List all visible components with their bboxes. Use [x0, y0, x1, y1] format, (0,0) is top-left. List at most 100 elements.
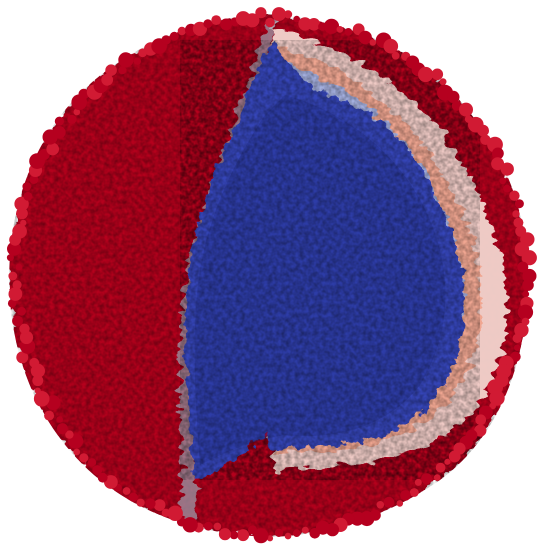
rim-blob [500, 162, 514, 176]
rim-blob [16, 351, 29, 364]
rim-blob [44, 410, 55, 421]
rim-blob [161, 35, 171, 45]
rim-blob [213, 522, 222, 531]
rim-blob [307, 18, 321, 31]
rim-blob [499, 177, 507, 185]
rim-blob [7, 241, 21, 256]
rim-blob [448, 450, 461, 463]
rim-blob [133, 57, 141, 65]
rim-blob [20, 219, 27, 227]
rim-blob [237, 529, 250, 542]
rim-blob [503, 184, 511, 193]
rim-blob [14, 196, 29, 212]
rim-blob [192, 21, 207, 36]
rim-blob [46, 142, 59, 156]
rim-blob [477, 124, 489, 137]
rim-blob [293, 15, 301, 23]
rim-blob [87, 458, 97, 467]
rim-blob [8, 287, 23, 301]
rim-blob [266, 535, 274, 542]
rim-blob [414, 478, 422, 486]
rim-blob [350, 511, 365, 526]
rim-blob [145, 498, 156, 509]
rim-blob [358, 30, 372, 45]
inner-core [180, 40, 480, 480]
rim-blob [444, 458, 451, 465]
rim-blob [512, 333, 522, 343]
rim-blob [284, 532, 292, 540]
rim-blob [203, 19, 213, 28]
rim-blob [153, 499, 166, 511]
rim-blob [265, 17, 275, 28]
rim-blob [514, 344, 521, 351]
rim-blob [521, 250, 537, 266]
rim-blob [459, 102, 473, 117]
rim-blob [67, 114, 77, 124]
rim-blob [34, 387, 41, 394]
core-grain [180, 40, 480, 480]
rim-blob [203, 521, 213, 531]
rim-blob [19, 323, 30, 334]
rim-blob [56, 423, 68, 435]
rim-blob [248, 525, 257, 535]
rim-blob [17, 306, 26, 316]
rim-blob [439, 78, 447, 86]
rim-blob [45, 395, 61, 410]
rim-blob [56, 416, 63, 423]
rim-blob [78, 88, 90, 100]
rim-blob [161, 508, 170, 517]
rim-blob [15, 263, 23, 271]
rim-blob [6, 254, 14, 262]
rim-blob [253, 528, 269, 544]
rim-blob [369, 39, 377, 46]
rim-blob [23, 192, 33, 201]
rim-blob [391, 51, 400, 60]
rim-blob [255, 7, 267, 19]
rim-blob [409, 488, 419, 497]
rim-blob [491, 157, 505, 171]
rim-blob [229, 530, 239, 540]
rim-blob [8, 271, 18, 281]
rim-blob [396, 500, 404, 507]
rim-blob [33, 391, 50, 407]
rim-blob [53, 126, 66, 139]
rim-blob [400, 490, 411, 501]
rim-blob [418, 66, 434, 83]
rim-blob [220, 18, 233, 31]
rim-blob [522, 279, 534, 291]
rim-blob [118, 52, 134, 68]
rim-blob [433, 474, 441, 481]
rim-blob [54, 116, 64, 126]
rim-blob [211, 15, 222, 25]
rim-blob [512, 210, 520, 218]
rim-blob [118, 66, 127, 75]
rim-blob [182, 517, 198, 533]
rim-blob [29, 357, 40, 368]
rim-blob [510, 351, 521, 362]
rim-blob [73, 108, 81, 116]
rim-blob [245, 13, 260, 28]
rim-blob [475, 414, 487, 426]
rim-blob [97, 472, 108, 483]
rim-blob [136, 498, 145, 507]
rim-blob [284, 10, 293, 19]
rim-blob [509, 190, 520, 201]
rim-blob [22, 182, 32, 191]
rim-blob [336, 26, 344, 33]
rim-blob [514, 322, 529, 338]
rim-blob [421, 473, 433, 485]
rim-blob [65, 430, 74, 439]
rim-blob [79, 453, 89, 463]
rim-blob [92, 465, 103, 476]
rim-blob [435, 462, 446, 473]
rim-blob [513, 217, 524, 228]
rim-blob [309, 528, 321, 539]
rim-blob [29, 175, 39, 184]
rim-blob [522, 268, 537, 284]
rim-blob [167, 505, 183, 521]
rim-blob [517, 304, 534, 320]
rim-blob [489, 402, 496, 410]
rim-blob [177, 26, 187, 36]
